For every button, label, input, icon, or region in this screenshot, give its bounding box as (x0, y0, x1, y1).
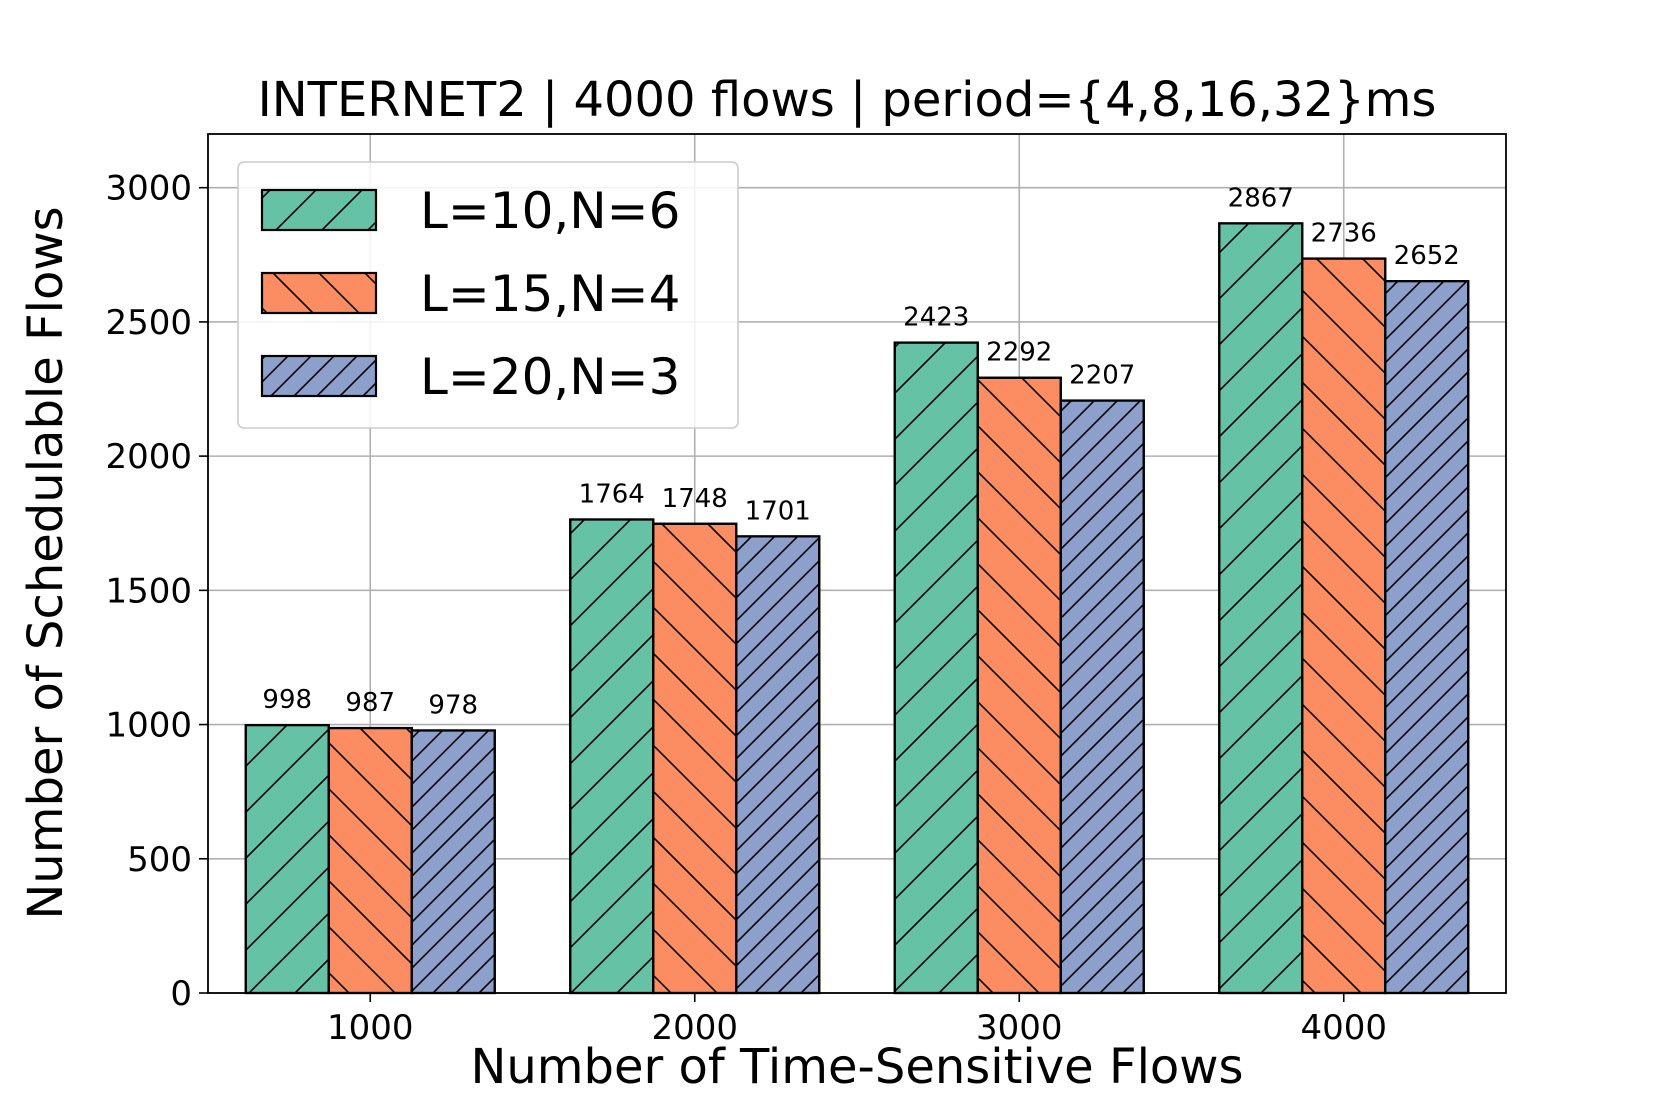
bar-hatch (1302, 258, 1386, 993)
bar-hatch (1385, 281, 1469, 993)
x-tick-label: 4000 (1300, 1008, 1387, 1048)
x-axis-label: Number of Time-Sensitive Flows (470, 1039, 1243, 1095)
bar-value-label: 2207 (1069, 361, 1135, 391)
bar-hatch (1060, 400, 1144, 993)
x-tick-label: 2000 (651, 1008, 738, 1048)
bar-value-label: 2652 (1394, 241, 1460, 271)
legend-label: L=20,N=3 (420, 348, 680, 406)
bar-value-label: 2292 (986, 338, 1052, 368)
legend-swatch-hatch (260, 354, 378, 398)
bar-hatch (653, 523, 737, 993)
bar-hatch (411, 730, 495, 993)
x-axis: 1000 2000 3000 4000 (327, 993, 1387, 1048)
bar-value-label: 2423 (903, 303, 969, 333)
x-tick-label: 1000 (327, 1008, 414, 1048)
y-axis-label: Number of Schedulable Flows (18, 206, 74, 919)
y-tick-label: 3000 (105, 169, 192, 209)
bar-value-label: 1701 (745, 496, 811, 526)
bar-hatch (245, 725, 329, 993)
bar-value-label: 978 (428, 690, 478, 720)
bar-hatch (977, 377, 1061, 994)
bar-value-label: 2867 (1228, 183, 1294, 213)
y-tick-label: 2500 (105, 303, 192, 343)
legend: L=10,N=6 L=15,N=4 L=20,N=3 (237, 161, 739, 429)
y-tick-label: 0 (170, 974, 192, 1014)
legend-label: L=10,N=6 (420, 182, 680, 240)
data-labels-group: 998 1764 2423 2867 987 1748 2292 2736 978 1701 220… (262, 183, 1459, 720)
bar-value-label: 998 (262, 685, 312, 715)
x-tick-label: 3000 (976, 1008, 1063, 1048)
chart-title: INTERNET2 | 4000 flows | period={4,8,16,… (258, 72, 1437, 128)
y-tick-label: 1500 (105, 571, 192, 611)
bar-value-label: 987 (345, 688, 395, 718)
y-axis: 0 500 1000 1500 2000 2500 3000 (105, 169, 208, 1014)
bar-value-label: 1748 (662, 484, 728, 514)
plot-frame (207, 133, 1507, 994)
legend-label: L=15,N=4 (420, 265, 680, 323)
bar-value-label: 2736 (1311, 219, 1377, 249)
bar-hatch (570, 519, 654, 993)
legend-swatch-hatch (260, 271, 378, 315)
y-tick-label: 2000 (105, 437, 192, 477)
y-tick-label: 1000 (105, 706, 192, 746)
bars-group (244, 222, 1470, 995)
legend-swatch-hatch (260, 188, 378, 232)
bar-value-label: 1764 (579, 479, 645, 509)
y-tick-label: 500 (127, 840, 192, 880)
bar-hatch (894, 342, 978, 993)
bar-hatch (328, 728, 412, 993)
bar-hatch (736, 536, 820, 993)
bar-hatch (1219, 223, 1303, 993)
